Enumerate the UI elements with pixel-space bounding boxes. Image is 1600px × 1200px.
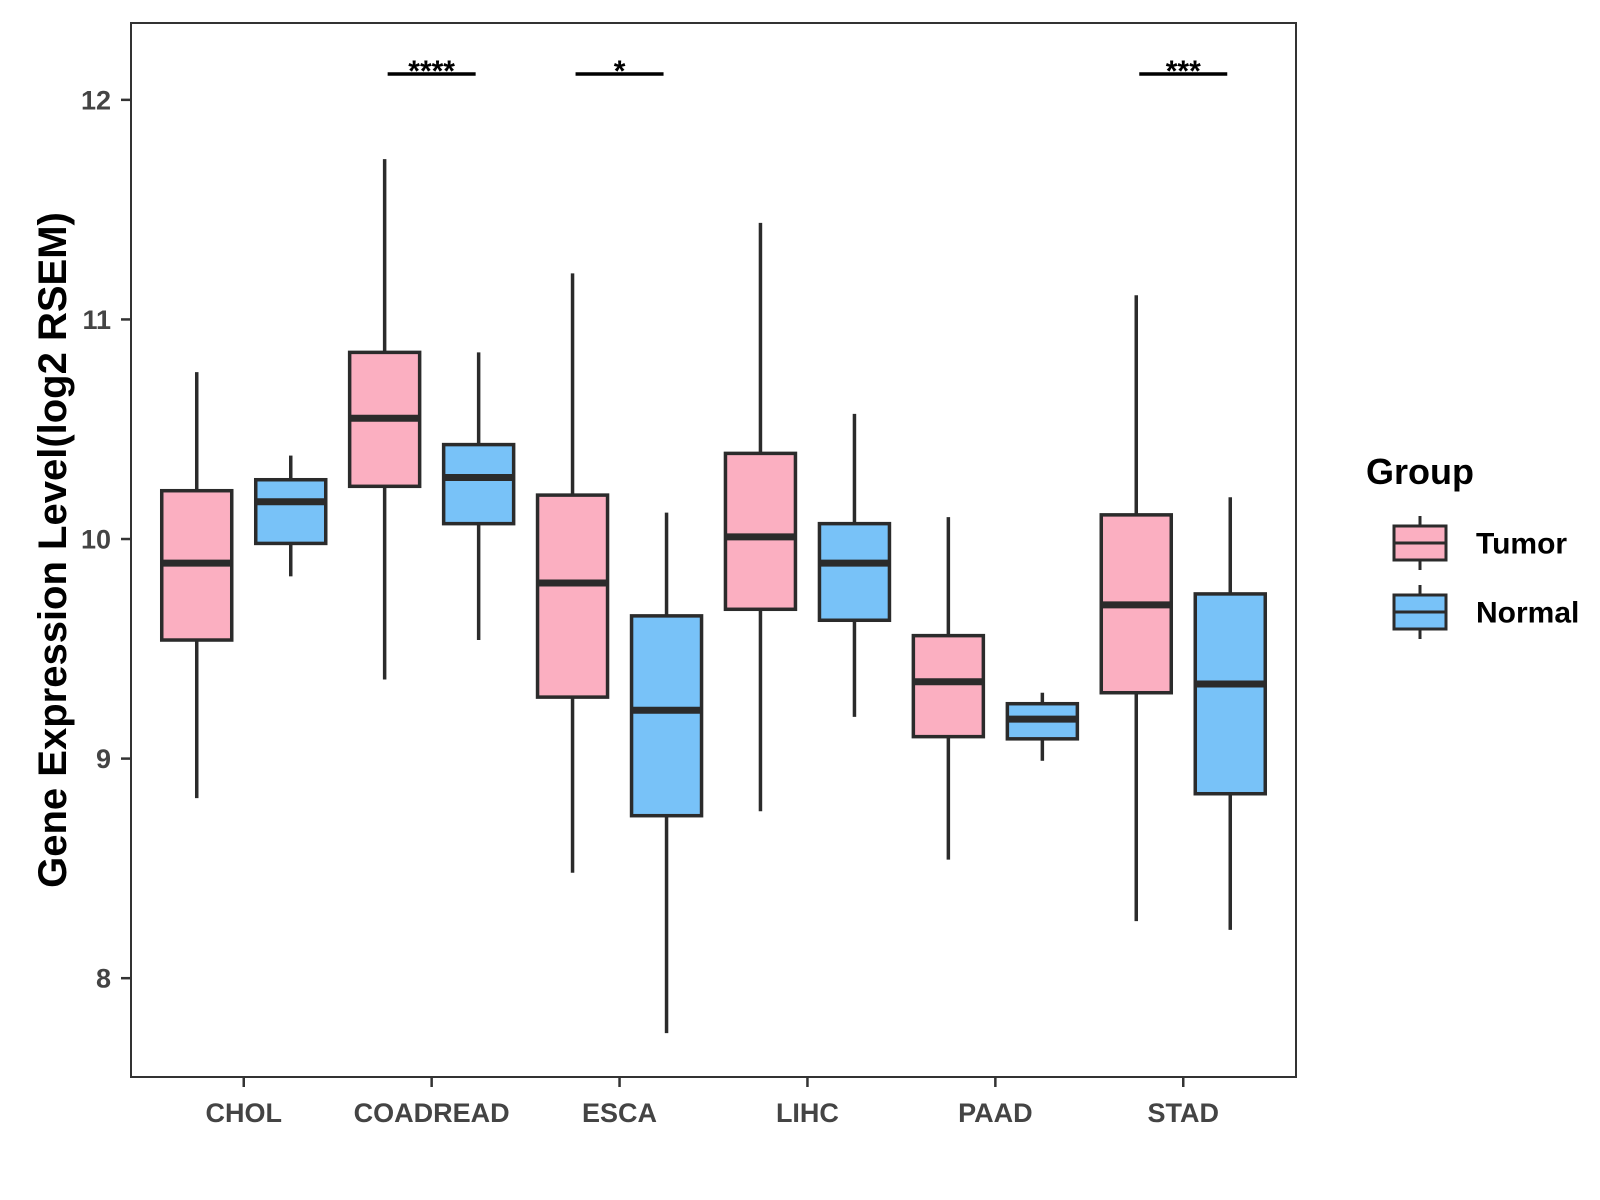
legend: Group Tumor Normal (1366, 451, 1579, 639)
iqr-box-tumor-paad (911, 633, 986, 739)
y-tick-label-10: 10 (81, 524, 111, 554)
box-tumor-coadread (347, 159, 422, 680)
y-axis-title: Gene Expression Level(log2 RSEM) (31, 212, 75, 888)
box-normal-coadread (441, 352, 516, 641)
box-normal-chol (253, 455, 328, 577)
iqr-box-normal-esca (629, 614, 704, 818)
plot-panel-border (130, 22, 1297, 1078)
iqr-box-tumor-lihc (723, 451, 798, 612)
x-tick-label-stad: STAD (1148, 1098, 1220, 1128)
x-tick-label-lihc: LIHC (776, 1098, 839, 1128)
significance-label-stad: *** (1166, 55, 1201, 88)
legend-label-normal: Normal (1476, 597, 1579, 630)
legend-item-normal: Normal (1392, 585, 1579, 639)
box-tumor-chol (159, 372, 234, 799)
box-normal-lihc (817, 413, 892, 717)
iqr-box-tumor-esca (535, 493, 610, 699)
y-tick-label-9: 9 (96, 744, 111, 774)
x-tick-label-esca: ESCA (582, 1098, 657, 1128)
legend-label-tumor: Tumor (1476, 528, 1567, 561)
iqr-box-normal-coadread (441, 442, 516, 526)
plot-layer (159, 159, 1268, 1034)
y-tick-label-11: 11 (82, 305, 111, 335)
box-normal-paad (1005, 692, 1080, 761)
significance-label-coadread: **** (408, 55, 455, 88)
box-normal-esca (629, 512, 704, 1034)
iqr-box-normal-chol (253, 477, 328, 546)
x-tick-label-paad: PAAD (958, 1098, 1033, 1128)
legend-title: Group (1366, 451, 1474, 492)
box-tumor-stad (1099, 295, 1174, 922)
box-tumor-lihc (723, 222, 798, 812)
x-tick-label-coadread: COADREAD (354, 1098, 510, 1128)
legend-item-tumor: Tumor (1392, 516, 1567, 570)
x-tick-label-chol: CHOL (205, 1098, 282, 1128)
y-tick-label-8: 8 (96, 964, 111, 994)
box-normal-stad (1193, 497, 1268, 930)
box-tumor-paad (911, 517, 986, 860)
iqr-box-normal-stad (1193, 592, 1268, 796)
iqr-box-normal-lihc (817, 521, 892, 623)
y-tick-label-12: 12 (81, 85, 111, 115)
box-tumor-esca (535, 273, 610, 873)
significance-label-esca: * (614, 55, 626, 88)
